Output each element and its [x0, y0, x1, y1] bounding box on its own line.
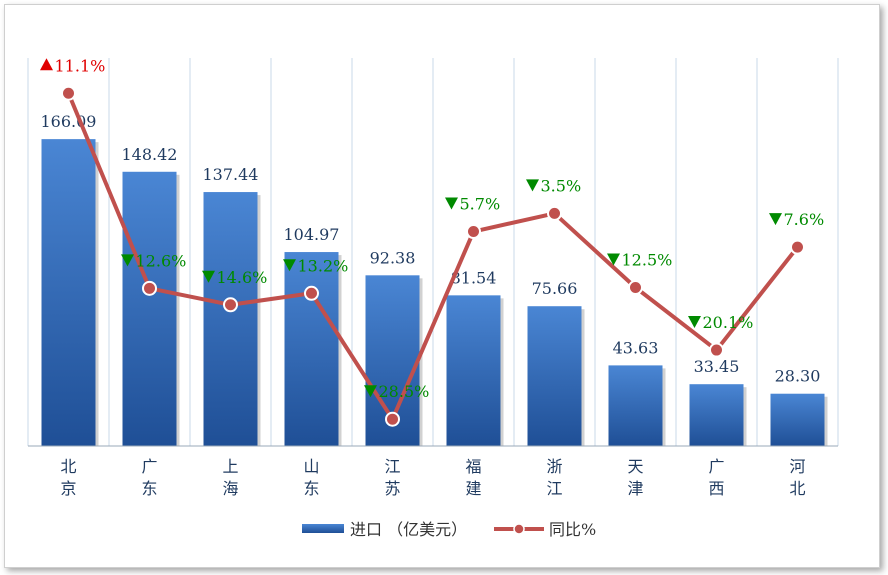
yoy-value-label: 13.2%	[298, 256, 349, 275]
category-label: 广东	[141, 457, 157, 498]
bar-浙江	[527, 306, 582, 446]
yoy-marker-福建	[466, 224, 481, 240]
yoy-line	[66, 92, 800, 422]
category-label: 浙江	[546, 457, 562, 498]
down-triangle-icon	[364, 385, 377, 398]
bar-山东	[284, 252, 339, 446]
legend-bar-label: 进口 （亿美元）	[350, 520, 467, 539]
yoy-label: 28.5%	[364, 382, 429, 401]
down-triangle-icon	[688, 316, 701, 329]
yoy-label: 7.6%	[769, 210, 824, 229]
yoy-marker-山东	[304, 285, 319, 301]
category-label: 上海	[222, 457, 238, 498]
bar-value-label: 75.66	[532, 279, 578, 298]
yoy-value-label: 20.1%	[703, 313, 754, 332]
bar-value-label: 104.97	[284, 225, 340, 244]
bar-广西	[689, 384, 744, 446]
yoy-marker-广东	[142, 280, 157, 296]
line-value-labels: 11.1% 12.6% 14.6% 13.2% 28.5% 5.7% 3.5% 12.5% 20…	[40, 56, 824, 401]
bar-广东	[122, 171, 177, 447]
down-triangle-icon	[607, 253, 620, 266]
yoy-value-label: 11.1%	[55, 56, 106, 75]
yoy-marker-浙江	[547, 205, 562, 221]
bar-value-label: 92.38	[370, 248, 416, 267]
line-series	[61, 85, 805, 427]
legend-line-label: 同比%	[549, 520, 596, 539]
bar-value-label: 33.45	[694, 357, 740, 376]
yoy-value-label: 3.5%	[541, 176, 582, 195]
down-triangle-icon	[121, 254, 134, 267]
bar-value-labels: 166.09 148.42 137.44 104.97 92.38 81.54 75.66 4…	[41, 112, 821, 386]
yoy-label: 3.5%	[526, 176, 581, 195]
category-label: 江苏	[384, 457, 400, 498]
yoy-label: 20.1%	[688, 313, 753, 332]
bar-上海	[203, 192, 258, 446]
yoy-label: 14.6%	[202, 268, 267, 287]
up-triangle-icon	[40, 58, 53, 71]
yoy-value-label: 7.6%	[784, 210, 825, 229]
bar-value-label: 166.09	[41, 112, 97, 131]
down-triangle-icon	[283, 259, 296, 272]
yoy-marker-北京	[61, 85, 76, 101]
legend-bar-swatch	[302, 524, 344, 533]
yoy-value-label: 14.6%	[217, 268, 268, 287]
category-label: 河北	[789, 457, 805, 498]
yoy-label: 5.7%	[445, 195, 500, 214]
yoy-label: 11.1%	[40, 56, 105, 75]
yoy-marker-江苏	[385, 411, 400, 427]
yoy-value-label: 5.7%	[460, 195, 501, 214]
category-label: 山东	[303, 457, 319, 498]
category-label: 福建	[465, 457, 481, 498]
bar-value-label: 148.42	[122, 145, 178, 164]
yoy-marker-广西	[709, 342, 724, 358]
yoy-value-label: 28.5%	[379, 382, 430, 401]
down-triangle-icon	[445, 197, 458, 210]
legend: 进口 （亿美元） 同比%	[302, 520, 596, 539]
grid-lines	[27, 58, 839, 446]
yoy-label: 12.5%	[607, 251, 672, 270]
down-triangle-icon	[769, 213, 782, 226]
yoy-marker-天津	[628, 280, 643, 295]
legend-line-marker	[513, 523, 525, 535]
bar-北京	[41, 139, 96, 446]
bar-value-label: 81.54	[451, 268, 497, 287]
bar-value-label: 137.44	[203, 165, 259, 184]
bar-value-label: 28.30	[775, 367, 821, 386]
category-label: 天津	[627, 457, 643, 498]
yoy-value-label: 12.6%	[136, 251, 187, 270]
down-triangle-icon	[202, 270, 215, 283]
yoy-label: 13.2%	[283, 256, 348, 275]
category-labels: 北京 广东 上海 山东 江苏 福建 浙江 天津 广西 河北	[60, 457, 805, 498]
yoy-marker-河北	[790, 239, 805, 255]
bar-value-label: 43.63	[613, 338, 659, 357]
yoy-marker-上海	[223, 297, 238, 313]
bar-series	[41, 139, 828, 447]
category-label: 北京	[60, 457, 76, 498]
down-triangle-icon	[526, 179, 539, 192]
yoy-value-label: 12.5%	[622, 251, 673, 270]
yoy-label: 12.6%	[121, 251, 186, 270]
bar-福建	[446, 295, 501, 446]
category-label: 广西	[708, 457, 724, 498]
bar-河北	[770, 393, 825, 446]
bar-天津	[608, 365, 663, 446]
